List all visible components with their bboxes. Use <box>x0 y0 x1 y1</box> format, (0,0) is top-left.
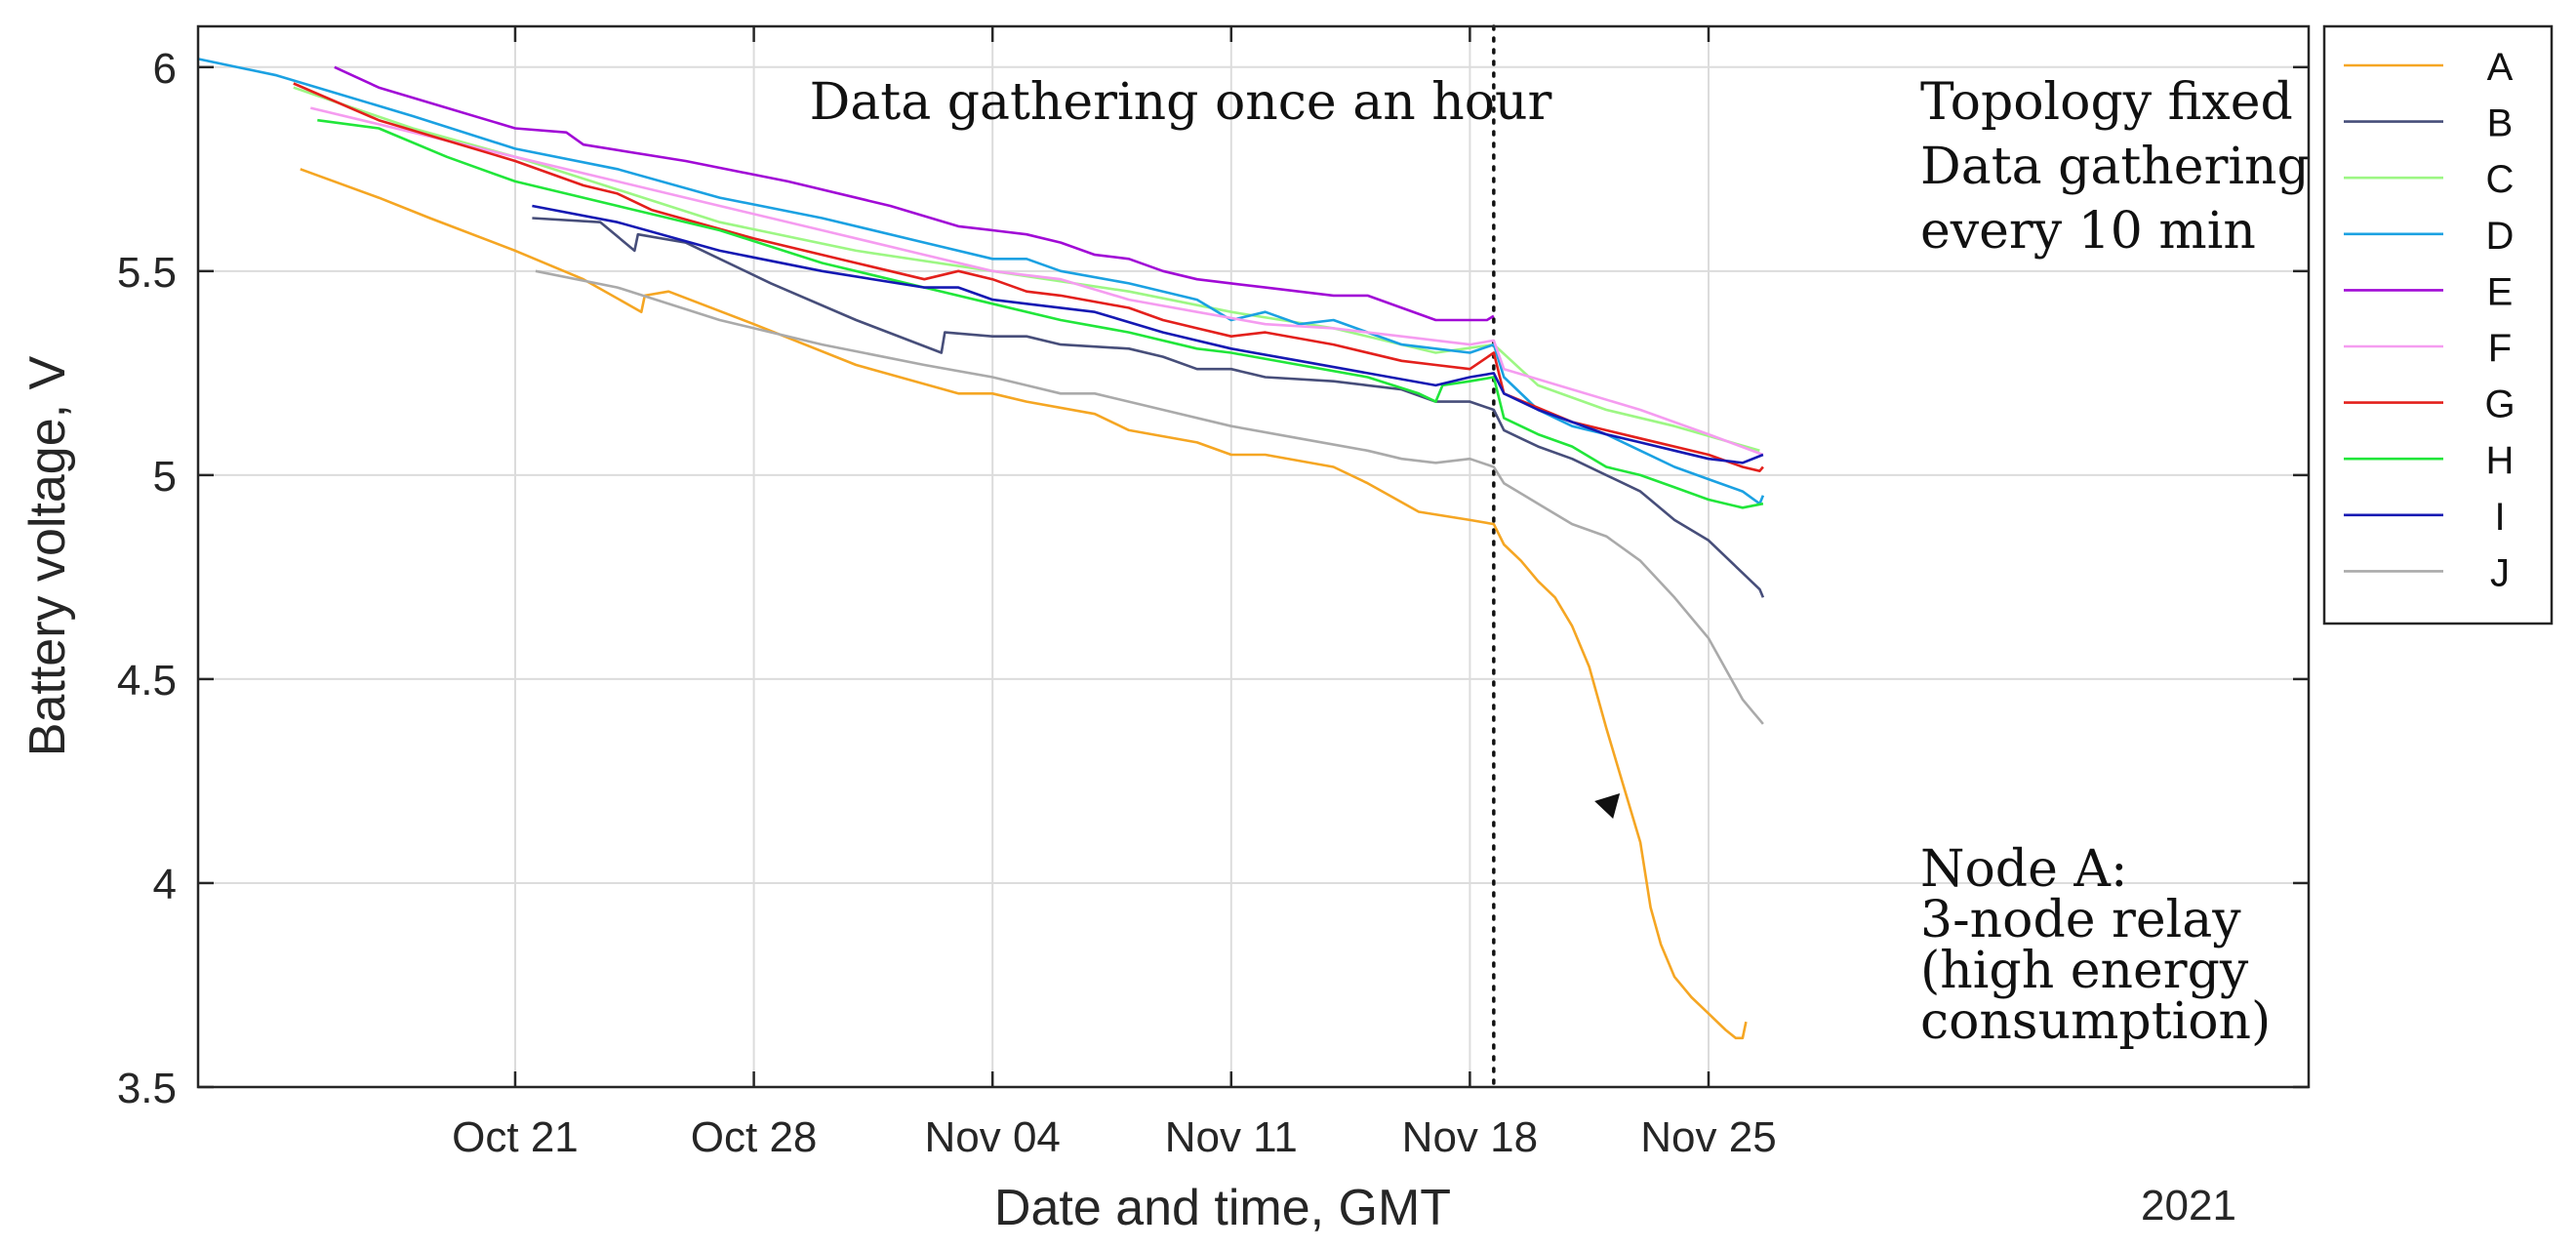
legend-label-H: H <box>2486 439 2515 482</box>
series-D-line <box>197 58 1765 505</box>
plot-frame <box>196 24 2311 1089</box>
annotation-layer: Data gathering once an hour Topology fixe… <box>810 73 2310 1051</box>
x-tick-label: Nov 04 <box>924 1113 1060 1161</box>
legend-label-J: J <box>2490 551 2510 594</box>
annotation-line: Data gathering <box>1920 138 2310 196</box>
legend-label-E: E <box>2487 270 2514 313</box>
series-H-line <box>317 118 1764 509</box>
series-C-line <box>293 86 1760 453</box>
legend-label-I: I <box>2494 496 2505 539</box>
annotation-line: Topology fixed <box>1920 73 2293 132</box>
annotation-line: 3-node relay <box>1920 891 2241 949</box>
x-tick-label: Nov 11 <box>1165 1113 1298 1161</box>
annotation-line: every 10 min <box>1920 202 2256 261</box>
grid-layer <box>198 26 2309 1088</box>
series-E-line <box>334 65 1495 322</box>
series-A-line <box>300 168 1748 1040</box>
y-tick-label: 4.5 <box>117 657 177 705</box>
x-tick-label: Oct 28 <box>691 1113 818 1161</box>
y-axis-label: Battery voltage, V <box>20 355 76 756</box>
tick-layer: 3.5 4 4.5 5 5.5 6 Oct 21 Oct 28 Nov 04 Nov 11 Nov … <box>117 26 2309 1161</box>
y-tick-label: 5 <box>153 453 177 501</box>
annotation-line: Node A: <box>1920 840 2127 899</box>
annotation-line: Data gathering once an hour <box>810 73 1552 132</box>
legend-label-B: B <box>2487 102 2514 145</box>
legend-label-C: C <box>2486 158 2515 201</box>
series-J-line <box>535 269 1764 725</box>
x-axis-year-label: 2021 <box>2141 1182 2236 1230</box>
legend-label-F: F <box>2488 327 2512 370</box>
legend-label-G: G <box>2484 383 2515 426</box>
series-layer <box>197 58 1765 1040</box>
legend-label-D: D <box>2486 215 2515 258</box>
annotation-line: (high energy <box>1920 942 2249 1000</box>
x-tick-label: Nov 18 <box>1402 1113 1538 1161</box>
y-tick-label: 5.5 <box>117 249 177 297</box>
series-F-line <box>309 106 1764 457</box>
annotation-right-top: Topology fixed Data gathering every 10 min <box>1920 73 2310 261</box>
series-I-line <box>532 204 1764 464</box>
x-axis-label: Date and time, GMT <box>994 1180 1451 1236</box>
annotation-line: consumption) <box>1920 992 2271 1051</box>
x-tick-label: Oct 21 <box>452 1113 579 1161</box>
annotation-node-a: Node A: 3-node relay (high energy consumpti… <box>1920 840 2271 1051</box>
x-tick-label: Nov 25 <box>1640 1113 1776 1161</box>
y-tick-label: 4 <box>153 861 177 908</box>
y-tick-label: 6 <box>153 45 177 93</box>
annotation-left: Data gathering once an hour <box>810 73 1552 132</box>
annotation-arrow-head <box>1594 792 1621 819</box>
legend-box <box>2322 24 2554 625</box>
y-tick-label: 3.5 <box>117 1065 177 1112</box>
series-B-line <box>532 217 1765 598</box>
legend-label-A: A <box>2487 46 2514 89</box>
